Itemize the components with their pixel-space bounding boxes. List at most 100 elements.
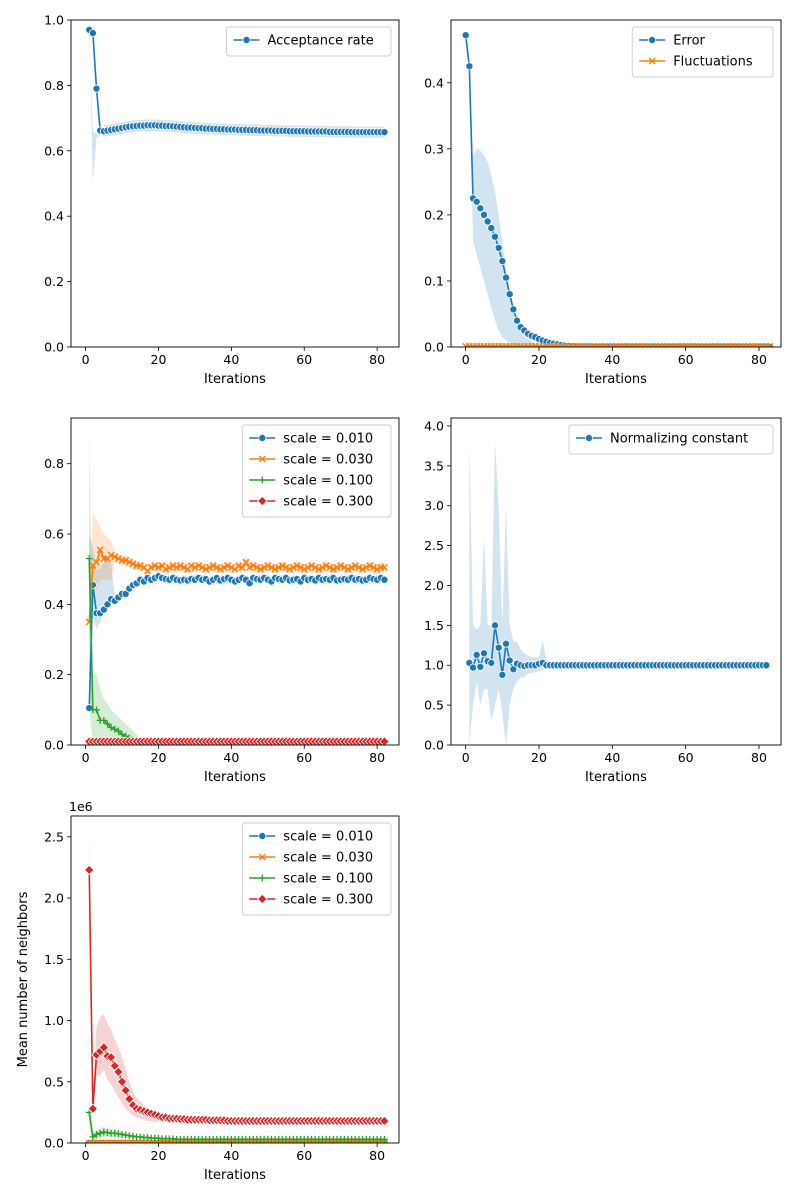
x-tick-label: 40 bbox=[223, 750, 239, 765]
x-tick-label: 80 bbox=[751, 352, 767, 367]
data-point-2-37 bbox=[216, 565, 224, 573]
data-point-4-2 bbox=[87, 1103, 99, 1114]
y-tick-label: 0.8 bbox=[44, 78, 64, 93]
series-markers-4 bbox=[84, 864, 390, 1127]
x-axis-label: Iterations bbox=[585, 770, 647, 785]
legend-marker bbox=[258, 874, 266, 882]
data-point-2-80 bbox=[373, 565, 381, 573]
data-point-2-19 bbox=[151, 562, 159, 570]
data-point-2-52 bbox=[271, 565, 279, 573]
data-point-1-82 bbox=[380, 128, 389, 137]
legend-box bbox=[226, 26, 392, 57]
data-point-1-1 bbox=[461, 31, 470, 40]
series-markers-2 bbox=[462, 342, 774, 347]
data-point-2-79 bbox=[369, 563, 378, 571]
y-tick-label: 0.0 bbox=[44, 738, 64, 753]
data-point-2-3 bbox=[92, 558, 101, 566]
data-point-3-7 bbox=[107, 724, 115, 731]
series-markers-3 bbox=[85, 1108, 388, 1143]
legend-label: Fluctuations bbox=[673, 55, 753, 70]
data-point-1-14 bbox=[509, 305, 518, 314]
confidence-band-1 bbox=[465, 35, 770, 347]
y-tick-label: 3.0 bbox=[424, 498, 444, 513]
data-point-1-11 bbox=[501, 639, 510, 648]
axes-frame bbox=[70, 417, 400, 746]
legend: Normalizing constant bbox=[568, 424, 774, 455]
y-tick-label: 0.4 bbox=[44, 597, 64, 612]
neighbors-chart: 0 20 40 60 80 0.0 0.5 1.0 1.5 2.0 2.5 Iterations Mea… bbox=[16, 799, 400, 1183]
series-markers-1 bbox=[465, 621, 771, 679]
data-point-2-45 bbox=[246, 563, 254, 571]
legend-entry: scale = 0.030 bbox=[249, 851, 373, 866]
data-point-4-82 bbox=[379, 1115, 390, 1127]
data-point-4-5 bbox=[98, 1042, 109, 1053]
data-point-2-59 bbox=[297, 563, 305, 571]
data-point-2-51 bbox=[267, 563, 275, 571]
data-point-4-7 bbox=[105, 1052, 117, 1063]
scale-chart: 0 20 40 60 80 0.0 0.2 0.4 0.6 0.8 Iterations scale … bbox=[44, 417, 400, 785]
y-axis-label: Mean number of neighbors bbox=[16, 891, 31, 1067]
data-point-2-60 bbox=[300, 565, 308, 573]
data-point-2-76 bbox=[359, 565, 367, 573]
data-point-2-75 bbox=[355, 563, 363, 571]
y-tick-label: 0.2 bbox=[44, 667, 64, 682]
data-point-1-6 bbox=[479, 210, 488, 219]
data-point-2-4 bbox=[96, 546, 104, 554]
series-line-1 bbox=[464, 35, 770, 347]
plot-area bbox=[85, 20, 389, 184]
y-tick-label: 1.5 bbox=[424, 618, 444, 633]
data-point-2-44 bbox=[242, 558, 250, 566]
data-point-2-54 bbox=[278, 562, 286, 570]
y-tick-label: 2.0 bbox=[44, 891, 64, 906]
legend-entry: scale = 0.100 bbox=[249, 872, 373, 887]
data-point-2-40 bbox=[227, 563, 235, 571]
x-tick-label: 60 bbox=[678, 352, 694, 367]
data-point-2-53 bbox=[275, 563, 283, 571]
data-point-2-69 bbox=[333, 563, 341, 571]
data-point-2-43 bbox=[238, 563, 246, 571]
legend-entry: scale = 0.300 bbox=[249, 893, 373, 908]
y-tick-label: 0.5 bbox=[44, 1074, 64, 1089]
x-tick-label: 60 bbox=[296, 750, 312, 765]
legend: Acceptance rate bbox=[226, 26, 392, 57]
data-point-3-4 bbox=[96, 1129, 104, 1137]
legend-entry: scale = 0.010 bbox=[249, 830, 373, 845]
legend-box bbox=[241, 424, 392, 518]
y-tick-label: 4.0 bbox=[424, 418, 444, 433]
legend-entry: Fluctuations bbox=[639, 55, 753, 70]
data-point-3-3 bbox=[93, 1131, 100, 1138]
data-point-4-1 bbox=[84, 864, 95, 876]
legend-label: Acceptance rate bbox=[268, 34, 374, 49]
axis-offset-text: 1e6 bbox=[69, 799, 93, 814]
legend-entry: scale = 0.100 bbox=[249, 474, 373, 489]
data-point-2-31 bbox=[195, 562, 203, 570]
data-point-2-67 bbox=[326, 563, 334, 571]
legend-label: scale = 0.300 bbox=[283, 893, 373, 908]
legend-entry: Error bbox=[639, 34, 706, 49]
data-point-2-82 bbox=[380, 563, 388, 571]
legend-label: scale = 0.010 bbox=[283, 432, 373, 447]
legend-label: scale = 0.030 bbox=[283, 851, 373, 866]
series-markers-1 bbox=[85, 572, 389, 713]
legend-box bbox=[241, 822, 392, 916]
y-tick-label: 0.8 bbox=[44, 456, 64, 471]
series-markers-2 bbox=[85, 546, 388, 626]
data-point-2-48 bbox=[256, 565, 265, 573]
legend-marker bbox=[585, 433, 594, 442]
x-tick-label: 60 bbox=[296, 352, 312, 367]
data-point-1-82 bbox=[380, 575, 389, 584]
x-tick-label: 20 bbox=[531, 352, 547, 367]
data-point-2-13 bbox=[129, 560, 137, 568]
data-point-2-38 bbox=[220, 563, 228, 571]
data-point-3-3 bbox=[93, 706, 100, 714]
data-point-1-2 bbox=[88, 29, 97, 38]
legend-label: scale = 0.100 bbox=[283, 474, 373, 489]
data-point-2-34 bbox=[205, 563, 214, 571]
data-point-3-9 bbox=[114, 727, 122, 735]
acceptance-rate-chart: 0 20 40 60 80 0.0 0.2 0.4 0.6 0.8 1.0 Iterations Acc… bbox=[44, 13, 400, 387]
legend-label: scale = 0.100 bbox=[283, 872, 373, 887]
series-line-1 bbox=[88, 575, 385, 709]
data-point-1-2 bbox=[465, 62, 474, 71]
legend-box bbox=[631, 26, 774, 78]
x-tick-label: 0 bbox=[462, 352, 470, 367]
